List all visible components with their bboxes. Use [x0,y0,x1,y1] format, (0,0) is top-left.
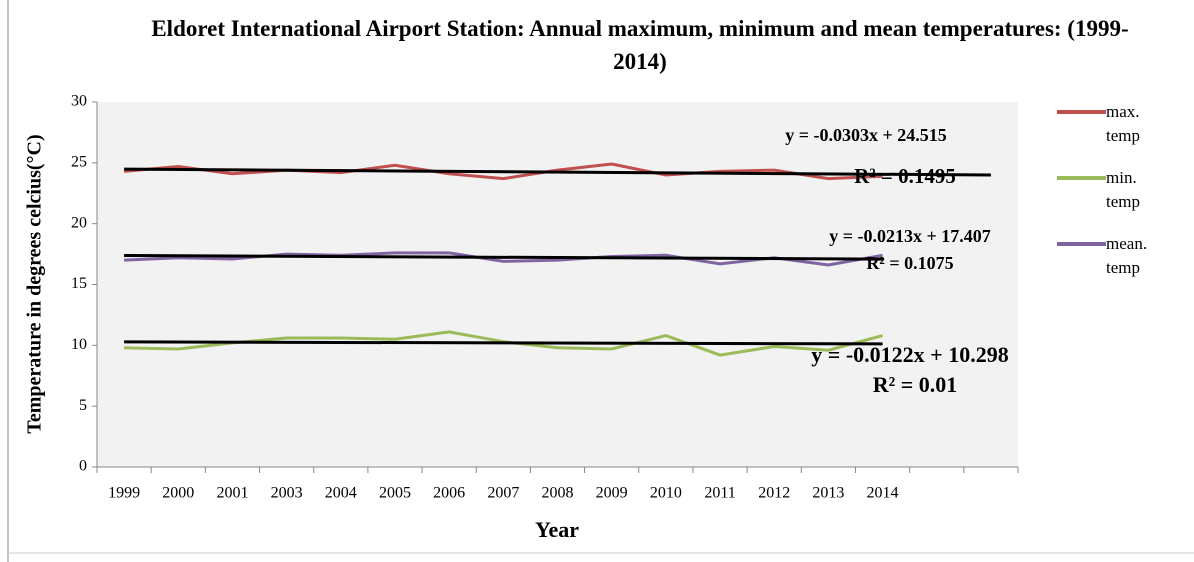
trendline-equation: y = -0.0213x + 17.407 [829,226,991,246]
x-tick-label: 2014 [867,485,899,502]
trendline-r-squared: R² = 0.1075 [866,253,953,273]
x-tick-label: 2012 [758,485,790,502]
legend-label: max. temp [1106,102,1140,145]
series-line [123,162,883,181]
trendline [124,253,883,261]
x-tick-label: 2007 [487,485,519,502]
trendline-r-squared: R² = 0.1495 [854,164,956,188]
trendline-r-squared: R² = 0.01 [873,372,958,397]
y-tick-label: 30 [71,93,87,110]
x-tick-label: 2000 [162,485,194,502]
y-tick-label: 0 [79,458,87,475]
x-tick-label: 2004 [325,485,357,502]
x-tick-label: 2003 [271,485,303,502]
x-tick-label: 2001 [216,485,248,502]
chart-title: Eldoret International Airport Station: A… [151,16,1129,74]
legend-label: mean. temp [1106,234,1148,277]
plot-area [97,102,1018,467]
x-tick-label: 2010 [650,485,682,502]
y-tick-label: 20 [71,214,87,231]
y-tick-label: 5 [79,397,87,414]
trendline [124,340,883,346]
x-axis-label: Year [535,517,579,542]
y-axis-label: Temperature in degrees celcius(°C) [24,134,46,433]
y-tick-label: 15 [71,275,87,292]
y-tick-label: 25 [71,154,87,171]
x-tick-label: 2011 [704,485,735,502]
trendline [124,167,991,177]
x-tick-label: 2006 [433,485,465,502]
legend-label: min. temp [1106,168,1140,211]
trendline-equation: y = -0.0303x + 24.515 [785,125,947,145]
x-tick-label: 1999 [108,485,140,502]
x-tick-label: 2013 [812,485,844,502]
x-tick-label: 2005 [379,485,411,502]
x-tick-label: 2008 [542,485,574,502]
trendline-equation: y = -0.0122x + 10.298 [811,342,1008,367]
x-tick-label: 2009 [596,485,628,502]
y-tick-label: 10 [71,336,87,353]
